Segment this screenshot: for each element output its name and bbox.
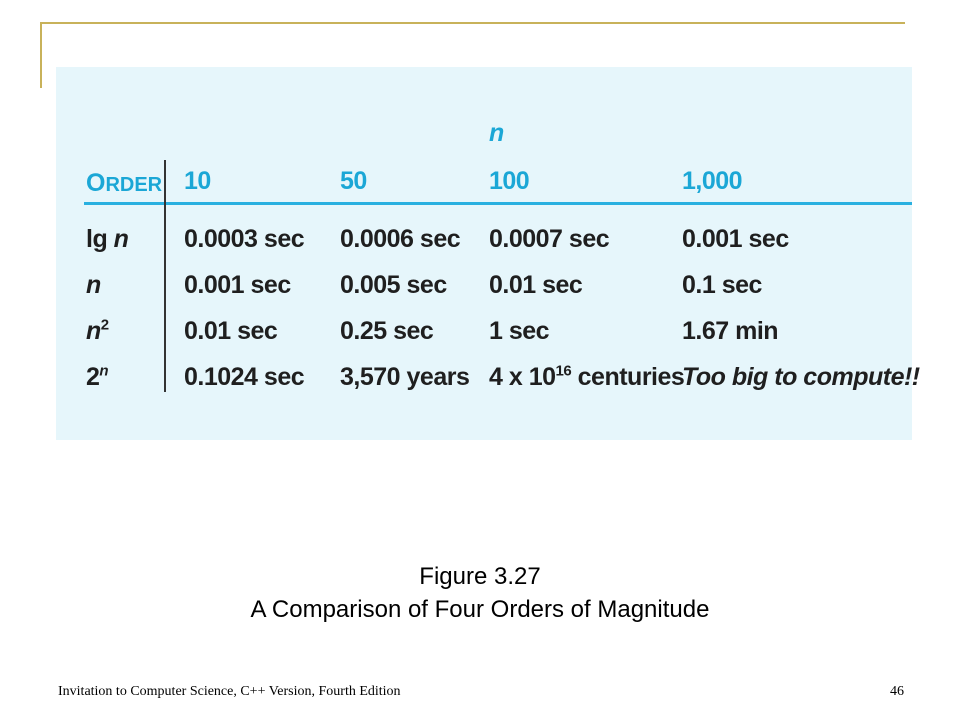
table-cell: 0.005 sec (340, 271, 447, 299)
footer-book-title: Invitation to Computer Science, C++ Vers… (58, 684, 401, 699)
footer-page-number: 46 (890, 684, 904, 699)
table-cell: 0.25 sec (340, 317, 434, 345)
table-cell: 0.1 sec (682, 271, 762, 299)
column-header-10: 10 (184, 167, 211, 195)
table-cell: 0.001 sec (184, 271, 291, 299)
frame-top-line (40, 22, 905, 24)
table-cell-centuries: 4 x 1016 centuries (489, 362, 685, 391)
row-label-n-squared: n2 (86, 316, 109, 345)
table-cell: 0.0003 sec (184, 225, 305, 253)
table-cell: 0.0007 sec (489, 225, 610, 253)
column-header-1000: 1,000 (682, 167, 743, 195)
table-cell: 1 sec (489, 317, 550, 345)
table-cell: 0.01 sec (184, 317, 278, 345)
table-cell: 0.1024 sec (184, 363, 305, 391)
table-cell: 0.01 sec (489, 271, 583, 299)
frame-left-line (40, 22, 42, 88)
table-cell: 3,570 years (340, 363, 470, 391)
figure-number: Figure 3.27 (419, 563, 541, 590)
order-header: ORDER (86, 169, 163, 197)
n-column-group-label: n (489, 119, 505, 147)
table-cell: 0.0006 sec (340, 225, 461, 253)
column-header-50: 50 (340, 167, 367, 195)
table-cell: 1.67 min (682, 317, 779, 345)
row-label-2-to-n: 2n (86, 362, 109, 391)
row-label-n: n (86, 271, 101, 299)
table-cell-too-big: Too big to compute!! (682, 363, 920, 391)
label-column-divider (164, 160, 166, 392)
figure-title: A Comparison of Four Orders of Magnitude (250, 596, 710, 623)
row-label-lg-n: lg n (86, 225, 129, 253)
magnitude-table: n ORDER 10 50 100 1,000 lg n 0.0003 sec … (56, 67, 920, 440)
column-header-100: 100 (489, 167, 530, 195)
header-divider (84, 202, 912, 205)
table-cell: 0.001 sec (682, 225, 789, 253)
